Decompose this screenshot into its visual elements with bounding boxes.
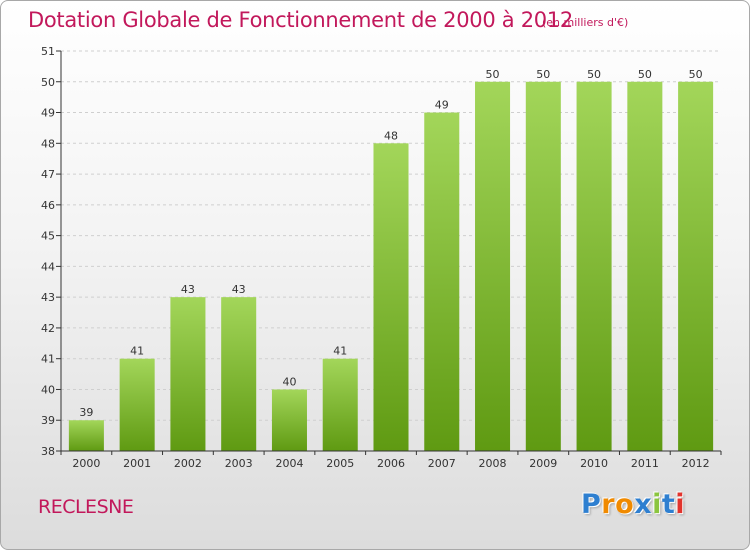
logo-letter: i bbox=[652, 489, 662, 520]
data-label: 43 bbox=[232, 283, 246, 296]
x-tick-label: 2003 bbox=[225, 457, 253, 470]
data-label: 41 bbox=[130, 345, 144, 358]
y-tick-label: 51 bbox=[41, 45, 55, 58]
chart-subtitle: (en milliers d'€) bbox=[542, 16, 629, 29]
y-tick-label: 45 bbox=[41, 230, 55, 243]
bar bbox=[576, 81, 612, 452]
y-tick-label: 41 bbox=[41, 353, 55, 366]
logo-letter: t bbox=[661, 489, 676, 520]
y-tick-label: 47 bbox=[41, 168, 55, 181]
y-tick-label: 46 bbox=[41, 199, 55, 212]
y-tick-label: 48 bbox=[41, 137, 55, 150]
x-tick-label: 2001 bbox=[123, 457, 151, 470]
y-tick-label: 40 bbox=[41, 383, 55, 396]
data-label: 39 bbox=[79, 406, 93, 419]
bar bbox=[627, 81, 663, 452]
data-label: 41 bbox=[333, 345, 347, 358]
bar bbox=[170, 297, 206, 451]
logo-letter: o bbox=[615, 489, 635, 520]
labels: 38 39 40 41 42 43 44 45 46 47 48 49 50 51 39 2000 41 2001… bbox=[41, 45, 710, 470]
x-tick-label: 2005 bbox=[326, 457, 354, 470]
x-tick-label: 2000 bbox=[72, 457, 100, 470]
y-tick-label: 43 bbox=[41, 291, 55, 304]
data-label: 49 bbox=[435, 99, 449, 112]
logo-letter: i bbox=[675, 489, 686, 520]
bar bbox=[678, 81, 714, 452]
x-tick-label: 2010 bbox=[580, 457, 608, 470]
bar bbox=[525, 81, 561, 452]
data-label: 50 bbox=[689, 68, 703, 81]
axes bbox=[56, 50, 722, 455]
logo-letter: P bbox=[581, 489, 602, 520]
y-tick-label: 38 bbox=[41, 445, 55, 458]
bar bbox=[271, 389, 307, 451]
x-tick-label: 2002 bbox=[174, 457, 202, 470]
x-tick-label: 2009 bbox=[529, 457, 557, 470]
x-tick-label: 2007 bbox=[428, 457, 456, 470]
y-tick-label: 44 bbox=[41, 260, 55, 273]
logo-letter: r bbox=[601, 489, 616, 520]
data-label: 50 bbox=[536, 68, 550, 81]
logo-letter: x bbox=[634, 489, 653, 520]
data-label: 50 bbox=[486, 68, 500, 81]
bars bbox=[68, 81, 714, 452]
bar bbox=[322, 358, 358, 451]
y-tick-label: 42 bbox=[41, 322, 55, 335]
bar bbox=[119, 358, 155, 451]
x-tick-label: 2012 bbox=[682, 457, 710, 470]
bar bbox=[68, 420, 104, 451]
data-label: 40 bbox=[282, 375, 296, 388]
x-tick-label: 2006 bbox=[377, 457, 405, 470]
commune-name: RECLESNE bbox=[38, 496, 134, 518]
bar bbox=[373, 143, 409, 452]
data-label: 50 bbox=[638, 68, 652, 81]
x-tick-label: 2011 bbox=[631, 457, 659, 470]
bar bbox=[475, 81, 511, 452]
data-label: 43 bbox=[181, 283, 195, 296]
bar bbox=[221, 297, 257, 451]
x-tick-label: 2004 bbox=[275, 457, 303, 470]
x-tick-label: 2008 bbox=[479, 457, 507, 470]
y-tick-label: 49 bbox=[41, 107, 55, 120]
data-label: 48 bbox=[384, 129, 398, 142]
chart-title: Dotation Globale de Fonctionnement de 20… bbox=[28, 8, 573, 32]
y-tick-label: 39 bbox=[41, 414, 55, 427]
data-label: 50 bbox=[587, 68, 601, 81]
proxiti-logo[interactable]: Proxiti bbox=[581, 489, 685, 520]
bar bbox=[424, 112, 460, 452]
y-tick-label: 50 bbox=[41, 76, 55, 89]
